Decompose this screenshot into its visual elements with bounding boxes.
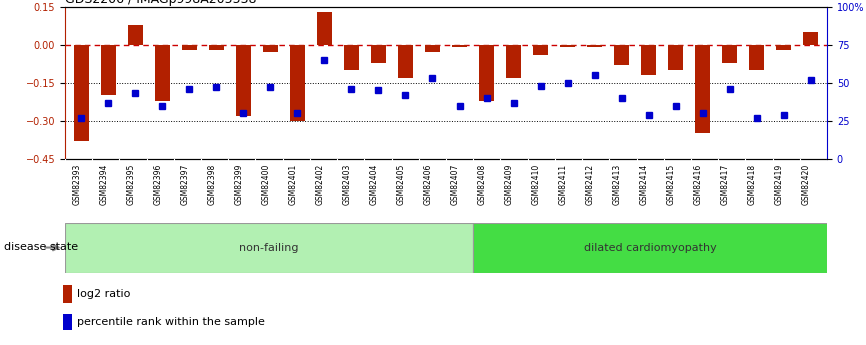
- Bar: [614, 45, 629, 65]
- Text: GSM82407: GSM82407: [450, 164, 460, 205]
- Bar: [776, 45, 792, 50]
- Text: GSM82393: GSM82393: [72, 164, 81, 205]
- Text: GSM82412: GSM82412: [585, 164, 595, 205]
- Text: GSM82398: GSM82398: [207, 164, 216, 205]
- Bar: [371, 45, 386, 62]
- Bar: [155, 45, 170, 100]
- Text: GSM82409: GSM82409: [505, 164, 514, 205]
- Bar: [128, 24, 143, 45]
- Bar: [749, 45, 764, 70]
- Text: GSM82401: GSM82401: [288, 164, 297, 205]
- Bar: [290, 45, 305, 121]
- Bar: [63, 285, 73, 303]
- Text: GSM82395: GSM82395: [126, 164, 135, 205]
- Bar: [473, 223, 827, 273]
- Text: GSM82396: GSM82396: [153, 164, 162, 205]
- Text: GSM82419: GSM82419: [775, 164, 784, 205]
- Bar: [506, 45, 521, 78]
- Text: non-failing: non-failing: [239, 243, 299, 253]
- Text: GSM82415: GSM82415: [667, 164, 675, 205]
- Bar: [452, 45, 467, 47]
- Text: GSM82397: GSM82397: [180, 164, 190, 205]
- Text: dilated cardiomyopathy: dilated cardiomyopathy: [584, 243, 716, 253]
- Bar: [804, 32, 818, 45]
- Text: GSM82418: GSM82418: [747, 164, 757, 205]
- Bar: [533, 45, 548, 55]
- Text: percentile rank within the sample: percentile rank within the sample: [77, 317, 265, 327]
- Text: GSM82414: GSM82414: [640, 164, 649, 205]
- Text: GSM82400: GSM82400: [262, 164, 270, 205]
- Text: GSM82417: GSM82417: [721, 164, 730, 205]
- Bar: [587, 45, 602, 47]
- Bar: [479, 45, 494, 100]
- Bar: [100, 45, 116, 96]
- Bar: [236, 45, 251, 116]
- Bar: [63, 314, 73, 330]
- Text: GSM82402: GSM82402: [315, 164, 325, 205]
- Bar: [398, 45, 413, 78]
- Text: GSM82404: GSM82404: [370, 164, 378, 205]
- Bar: [669, 45, 683, 70]
- Bar: [317, 12, 332, 45]
- Bar: [65, 223, 473, 273]
- Text: GSM82406: GSM82406: [423, 164, 432, 205]
- Text: GSM82405: GSM82405: [397, 164, 405, 205]
- Text: log2 ratio: log2 ratio: [77, 289, 131, 299]
- Bar: [641, 45, 656, 75]
- Text: GSM82411: GSM82411: [559, 164, 567, 205]
- Bar: [209, 45, 223, 50]
- Text: GSM82403: GSM82403: [342, 164, 352, 205]
- Text: disease state: disease state: [4, 242, 79, 252]
- Text: GDS2206 / IMAGp998A205538: GDS2206 / IMAGp998A205538: [65, 0, 256, 6]
- Text: GSM82416: GSM82416: [694, 164, 702, 205]
- Bar: [722, 45, 737, 62]
- Bar: [344, 45, 359, 70]
- Text: GSM82408: GSM82408: [477, 164, 487, 205]
- Text: GSM82420: GSM82420: [802, 164, 811, 205]
- Text: GSM82413: GSM82413: [612, 164, 622, 205]
- Bar: [695, 45, 710, 134]
- Text: GSM82399: GSM82399: [235, 164, 243, 205]
- Bar: [425, 45, 440, 52]
- Bar: [74, 45, 88, 141]
- Text: GSM82394: GSM82394: [100, 164, 108, 205]
- Text: GSM82410: GSM82410: [532, 164, 540, 205]
- Bar: [182, 45, 197, 50]
- Bar: [560, 45, 575, 47]
- Bar: [263, 45, 278, 52]
